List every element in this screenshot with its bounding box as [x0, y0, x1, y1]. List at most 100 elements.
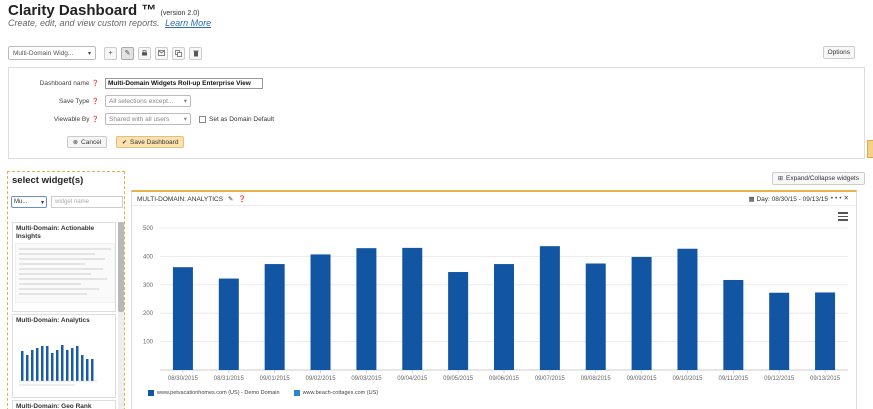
options-button[interactable]: Options	[822, 46, 855, 59]
y-tick-label: 100	[143, 340, 154, 346]
widget-card-analytics[interactable]: Multi-Domain: Analytics	[12, 314, 116, 398]
viewable-label: Viewable By ❓	[53, 115, 99, 123]
legend-item[interactable]: www.beach-cottages.com (US)	[293, 390, 379, 396]
legend-label: www.petvacationhomes.com (US) - Demo Dom…	[157, 390, 280, 396]
widget-selector-title: select widget(s)	[12, 175, 84, 186]
help-icon[interactable]: ❓	[238, 196, 247, 203]
bar[interactable]	[172, 267, 193, 370]
side-panel-tab[interactable]	[867, 140, 873, 158]
copy-icon[interactable]	[172, 46, 185, 60]
viewable-value: Shared with all users	[109, 115, 170, 123]
cancel-label: Cancel	[81, 138, 102, 146]
viewable-select[interactable]: Shared with all users ▾	[105, 113, 191, 125]
bar[interactable]	[585, 263, 606, 371]
x-tick-label: 09/01/2015	[260, 376, 291, 382]
x-tick-label: 09/13/2015	[810, 376, 841, 382]
chart-legend: www.petvacationhomes.com (US) - Demo Dom…	[148, 390, 392, 396]
chevron-down-icon: ▾	[87, 50, 91, 57]
bar[interactable]	[677, 248, 698, 370]
chevron-down-icon: ▾	[183, 98, 187, 105]
legend-label: www.beach-cottages.com (US)	[302, 390, 379, 396]
viewable-row: Viewable By ❓ Shared with all users ▾ Set…	[9, 113, 274, 125]
cancel-icon: ⊗	[73, 139, 79, 146]
x-tick-label: 09/02/2015	[306, 376, 337, 382]
name-row: Dashboard name ❓ Multi-Domain Widgets Rol…	[9, 78, 263, 89]
chart-menu-icon[interactable]	[838, 212, 848, 223]
subtitle-text: Create, edit, and view custom reports.	[8, 18, 160, 28]
widget-search-input[interactable]: widget name	[51, 196, 123, 208]
widget-actions: ◌•••✕	[825, 194, 851, 202]
save-type-label: Save Type ❓	[58, 97, 99, 105]
widget-selector: select widget(s) Mu... ▾ widget name Mul…	[7, 171, 125, 409]
trash-icon[interactable]	[189, 46, 202, 60]
bar[interactable]	[218, 278, 239, 370]
dashboard-name-input[interactable]: Multi-Domain Widgets Roll-up Enterprise …	[105, 78, 263, 89]
save-dashboard-button[interactable]: ✔ Save Dashboard	[116, 136, 185, 148]
expand-icon: ⊞	[777, 176, 783, 182]
help-icon: ❓	[91, 81, 99, 87]
legend-item[interactable]: www.petvacationhomes.com (US) - Demo Dom…	[148, 390, 280, 396]
date-range-text: Day: 08/30/15 - 09/13/15	[756, 196, 828, 203]
expand-collapse-button[interactable]: ⊞ Expand/Collapse widgets	[771, 172, 865, 185]
save-type-value: All selections except...	[109, 97, 174, 105]
bar[interactable]	[494, 264, 514, 370]
widget-card-geo-rank[interactable]: Multi-Domain: Geo Rank	[12, 400, 116, 409]
x-tick-label: 08/30/2015	[168, 376, 199, 382]
widget-card-actionable-insights[interactable]: Multi-Domain: Actionable Insights	[12, 222, 116, 312]
y-tick-label: 300	[143, 283, 154, 289]
y-tick-label: 400	[143, 254, 154, 260]
plus-icon[interactable]: +	[104, 46, 117, 60]
bar[interactable]	[631, 256, 652, 370]
save-label: Save Dashboard	[130, 138, 179, 146]
x-tick-label: 09/04/2015	[397, 376, 428, 382]
widget-card-title: Multi-Domain: Geo Rank	[16, 403, 92, 409]
save-type-select[interactable]: All selections except... ▾	[105, 95, 191, 107]
widget-thumbnail	[14, 242, 116, 304]
bar[interactable]	[264, 264, 285, 370]
x-tick-label: 09/07/2015	[535, 376, 566, 382]
legend-swatch	[148, 390, 154, 396]
bar[interactable]	[402, 247, 423, 370]
pencil-icon[interactable]: ✎	[121, 46, 134, 60]
cancel-button[interactable]: ⊗ Cancel	[67, 136, 108, 148]
close-icon[interactable]: ✕	[843, 195, 851, 202]
domain-default-checkbox[interactable]	[199, 115, 206, 123]
widget-filter-value: Mu...	[14, 199, 28, 205]
bar[interactable]	[815, 292, 836, 370]
expand-label: Expand/Collapse widgets	[786, 175, 859, 182]
x-tick-label: 09/06/2015	[489, 376, 520, 382]
x-tick-label: 09/10/2015	[672, 376, 703, 382]
dashboard-edit-form: Dashboard name ❓ Multi-Domain Widgets Rol…	[8, 67, 865, 159]
widget-title-text: MULTI-DOMAIN: ANALYTICS	[137, 196, 224, 203]
comment-icon[interactable]: ◌	[824, 195, 831, 202]
learn-more-link[interactable]: Learn More	[165, 18, 212, 28]
widget-thumbnail	[15, 327, 115, 393]
y-tick-label: 500	[143, 226, 154, 232]
bar[interactable]	[310, 254, 331, 370]
date-range[interactable]: ▦ Day: 08/30/15 - 09/13/15	[748, 195, 828, 203]
x-tick-label: 09/08/2015	[581, 376, 612, 382]
widget-list-scroll-thumb[interactable]	[118, 222, 124, 312]
email-icon[interactable]	[155, 46, 168, 60]
x-tick-label: 09/12/2015	[764, 376, 795, 382]
more-icon[interactable]: •••	[830, 195, 844, 202]
pencil-icon[interactable]: ✎	[227, 196, 234, 203]
print-icon[interactable]	[138, 46, 151, 60]
help-icon: ❓	[91, 116, 99, 123]
widget-filter-select[interactable]: Mu... ▾	[11, 196, 47, 208]
bar[interactable]	[448, 272, 469, 370]
bar[interactable]	[539, 246, 560, 370]
x-tick-label: 09/09/2015	[627, 376, 658, 382]
save-icon: ✔	[122, 139, 128, 146]
legend-swatch	[293, 390, 300, 396]
widget-header: MULTI-DOMAIN: ANALYTICS ✎ ❓ ▦ Day: 08/30…	[132, 192, 856, 206]
bar[interactable]	[356, 248, 377, 370]
dashboard-toolbar: Multi-Domain Widg... ▾ + ✎	[8, 45, 202, 61]
bar[interactable]	[723, 279, 744, 370]
dashboard-select-value: Multi-Domain Widg...	[13, 49, 74, 57]
dashboard-select[interactable]: Multi-Domain Widg... ▾	[8, 46, 96, 60]
widget-list-scrollbar[interactable]	[118, 222, 124, 409]
x-tick-label: 08/31/2015	[214, 376, 245, 382]
widget-card-title: Multi-Domain: Actionable Insights	[16, 225, 95, 240]
bar[interactable]	[769, 292, 790, 370]
